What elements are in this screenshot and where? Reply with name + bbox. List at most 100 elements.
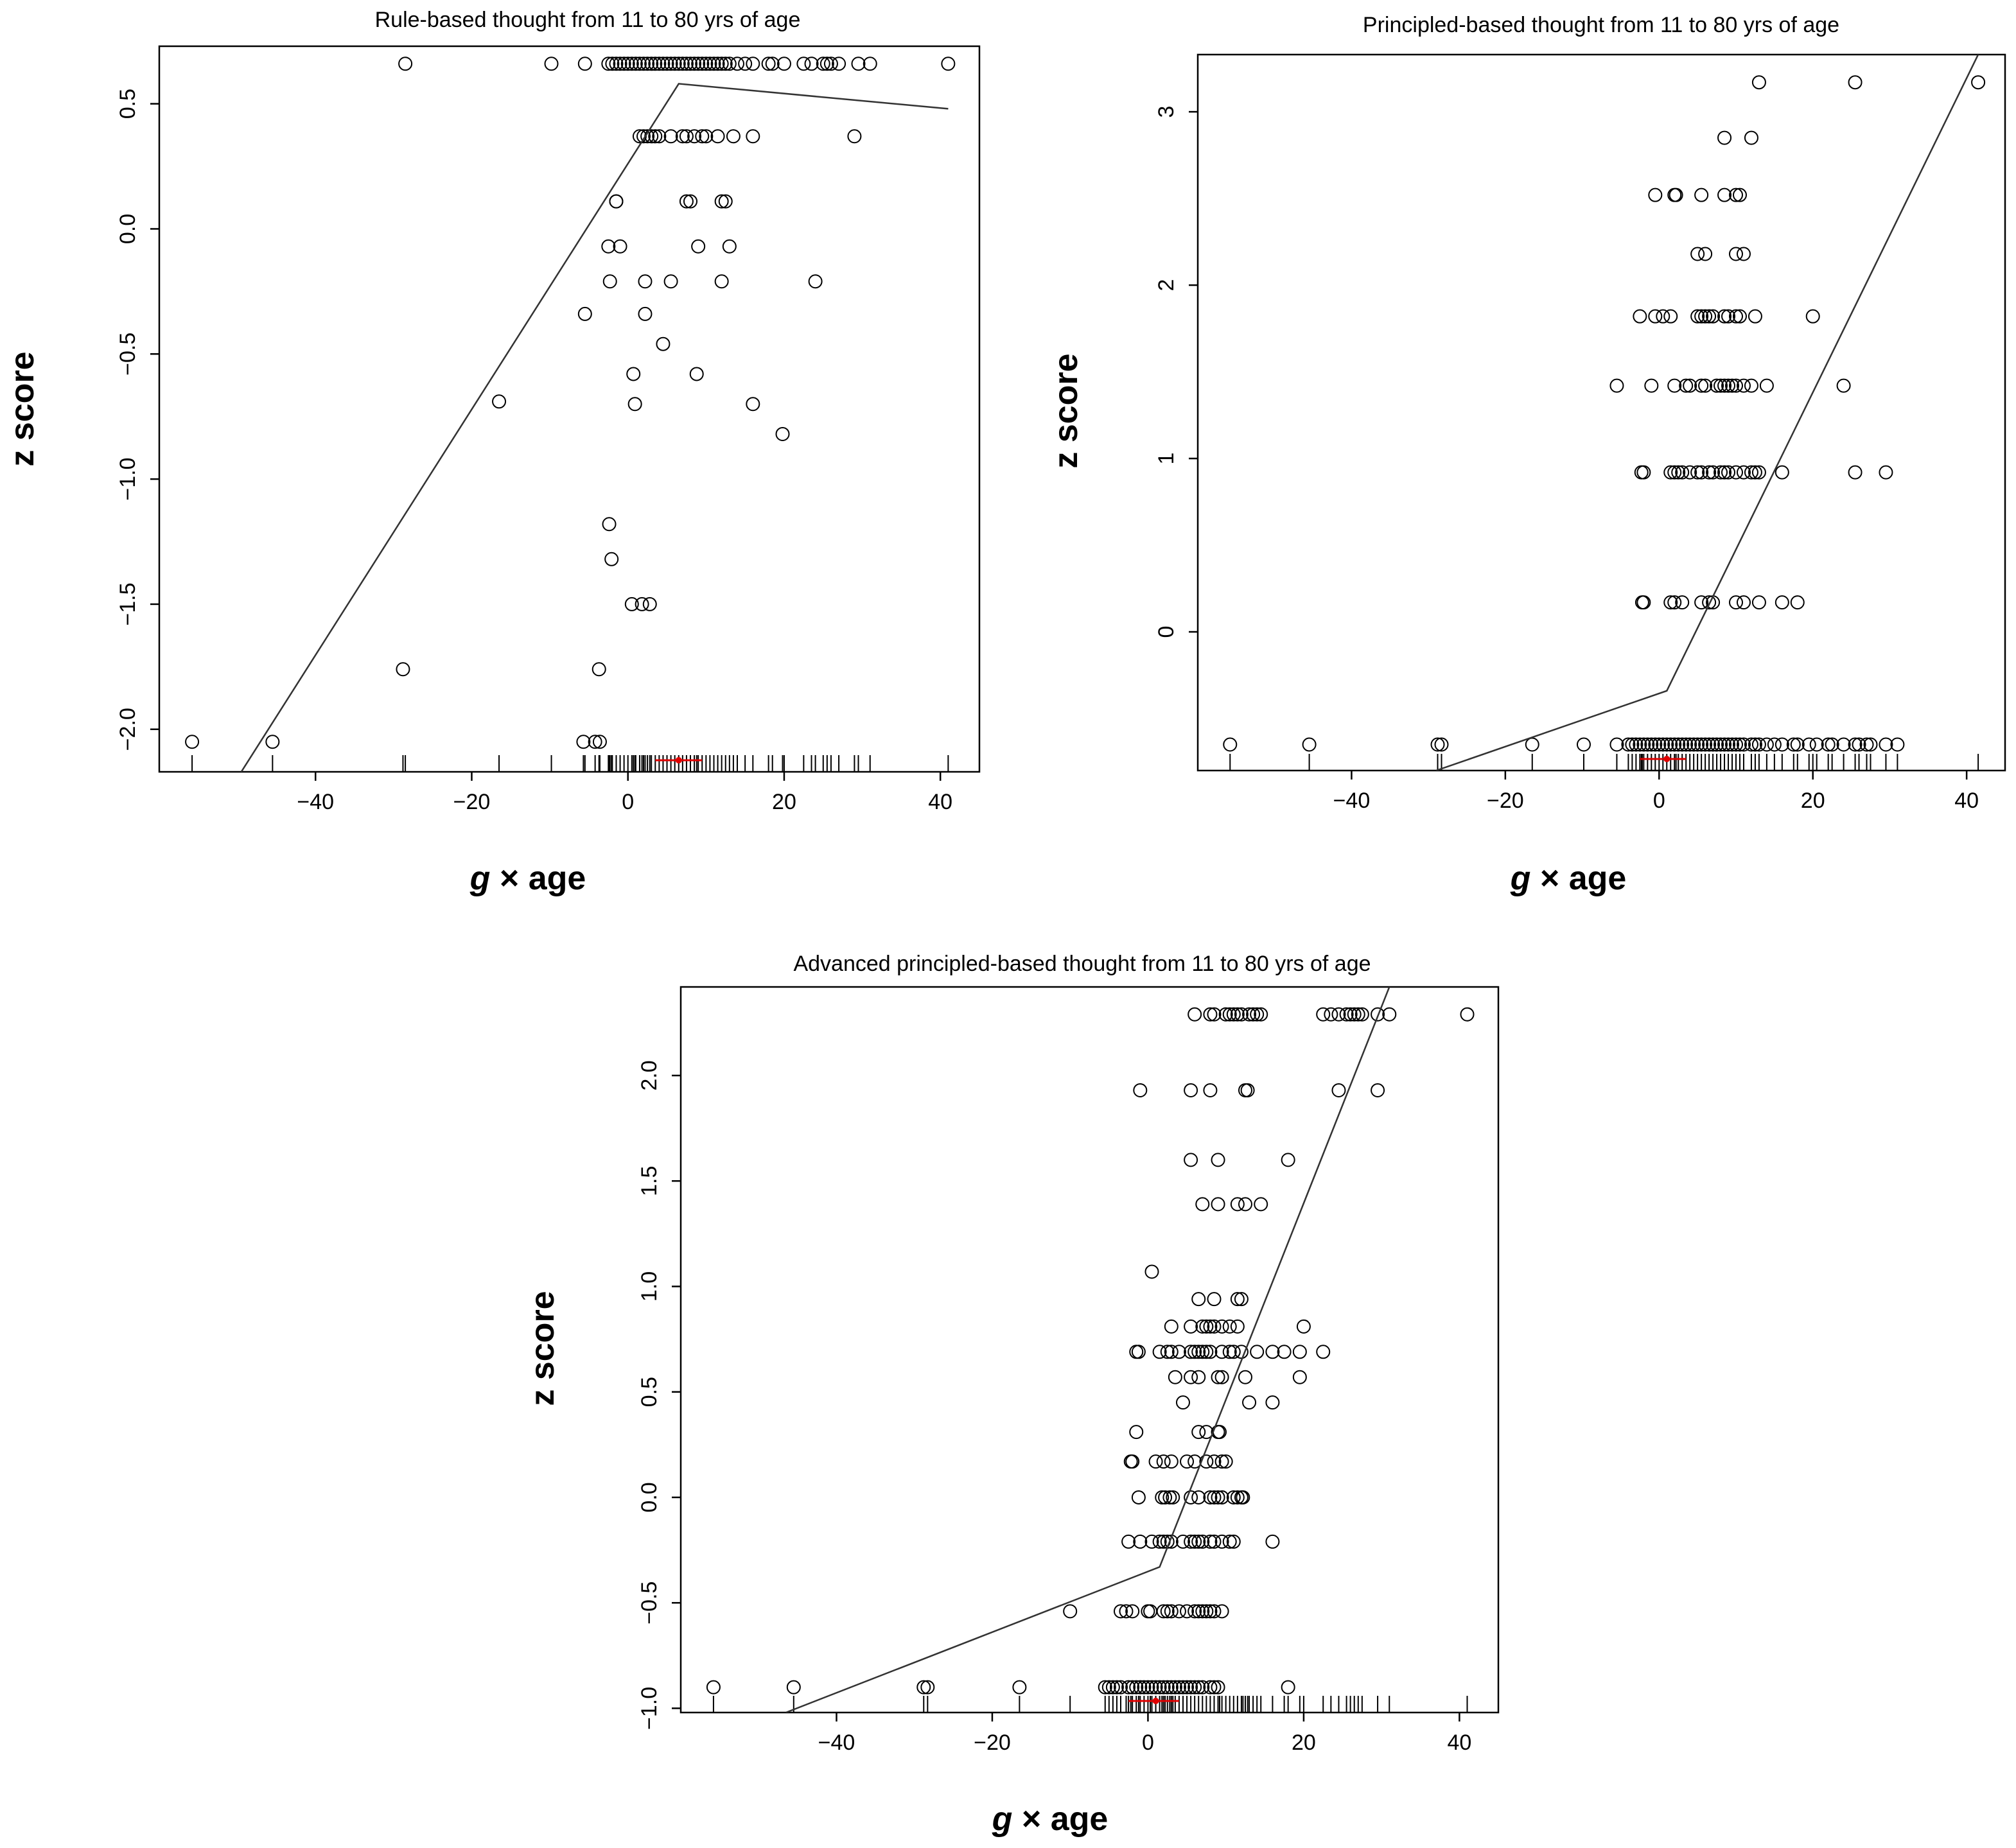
y-tick-label: 0.0 bbox=[116, 214, 140, 244]
data-point bbox=[1690, 309, 1705, 324]
x-axis-label: g × age bbox=[469, 860, 586, 897]
data-point bbox=[691, 57, 706, 71]
y-tick-label: 2.0 bbox=[637, 1060, 662, 1090]
data-point bbox=[1222, 1534, 1237, 1549]
data-point bbox=[1203, 1007, 1218, 1022]
data-point bbox=[1207, 1319, 1222, 1334]
y-tick-label: 1.5 bbox=[637, 1166, 662, 1196]
data-point bbox=[1156, 1454, 1171, 1469]
data-point bbox=[1663, 595, 1678, 610]
data-point bbox=[1751, 595, 1766, 610]
data-point bbox=[1240, 1083, 1255, 1097]
data-point bbox=[396, 662, 410, 677]
x-tick-label: 0 bbox=[1142, 1730, 1154, 1755]
data-point bbox=[1717, 187, 1732, 202]
data-point bbox=[1098, 1680, 1112, 1695]
data-point bbox=[1683, 465, 1697, 480]
data-point bbox=[1203, 1604, 1218, 1619]
data-point bbox=[1211, 1153, 1225, 1167]
data-point bbox=[1012, 1680, 1027, 1695]
data-point bbox=[1195, 1319, 1210, 1334]
data-point bbox=[1166, 1490, 1180, 1504]
breakpoint-marker bbox=[1663, 756, 1670, 762]
data-point bbox=[1144, 1264, 1159, 1279]
data-point bbox=[1732, 309, 1747, 324]
data-point bbox=[1207, 1680, 1222, 1695]
y-axis-label: z score bbox=[4, 351, 41, 466]
data-point bbox=[1214, 1534, 1229, 1549]
data-point bbox=[1801, 737, 1816, 752]
data-point bbox=[1736, 247, 1751, 261]
data-point bbox=[602, 274, 617, 289]
data-point bbox=[1736, 465, 1751, 480]
data-point bbox=[1660, 737, 1674, 752]
data-point bbox=[1576, 737, 1591, 752]
panel-title: Advanced principled-based thought from 1… bbox=[793, 952, 1371, 976]
data-point bbox=[1698, 737, 1713, 752]
data-point bbox=[1238, 1197, 1252, 1212]
data-point bbox=[1748, 309, 1762, 324]
data-point bbox=[1675, 595, 1690, 610]
data-point bbox=[1222, 1345, 1237, 1359]
data-point bbox=[1636, 465, 1651, 480]
data-point bbox=[1751, 465, 1766, 480]
data-point bbox=[1144, 1534, 1159, 1549]
data-point bbox=[1184, 1345, 1198, 1359]
data-point bbox=[1214, 1604, 1229, 1619]
data-point bbox=[1207, 1454, 1222, 1469]
data-point bbox=[656, 336, 671, 351]
data-point bbox=[1725, 737, 1740, 752]
data-point bbox=[1710, 737, 1724, 752]
x-axis-label-text: × age bbox=[490, 860, 586, 897]
data-point bbox=[1351, 1007, 1365, 1022]
x-axis-label: g × age bbox=[992, 1800, 1109, 1838]
panel-principled-based: Principled-based thought from 11 to 80 y… bbox=[1047, 13, 2006, 897]
data-point bbox=[626, 367, 641, 381]
y-tick-label: −0.5 bbox=[116, 333, 140, 376]
data-point bbox=[620, 57, 635, 71]
data-point bbox=[1717, 130, 1732, 145]
data-point bbox=[1683, 737, 1697, 752]
data-point bbox=[1113, 1604, 1128, 1619]
data-point bbox=[1694, 309, 1709, 324]
data-point bbox=[1621, 737, 1636, 752]
data-point bbox=[1195, 1680, 1210, 1695]
data-point bbox=[1199, 1454, 1214, 1469]
data-point bbox=[1775, 595, 1789, 610]
y-tick-label: 0.5 bbox=[637, 1377, 662, 1407]
data-point bbox=[1694, 378, 1709, 393]
data-point bbox=[1141, 1680, 1155, 1695]
data-point bbox=[1188, 1534, 1202, 1549]
data-point bbox=[1160, 1680, 1175, 1695]
data-point bbox=[1759, 737, 1774, 752]
data-point bbox=[1152, 1534, 1167, 1549]
data-point bbox=[786, 1680, 801, 1695]
data-point bbox=[1648, 187, 1663, 202]
data-point bbox=[1133, 1083, 1148, 1097]
data-point bbox=[1207, 1292, 1222, 1307]
data-point bbox=[1184, 1153, 1198, 1167]
data-point bbox=[1667, 595, 1682, 610]
data-point bbox=[1347, 1007, 1362, 1022]
data-point bbox=[1238, 1370, 1252, 1384]
data-point bbox=[738, 57, 753, 71]
x-axis-label-text: × age bbox=[1530, 860, 1626, 897]
data-point bbox=[1155, 1490, 1170, 1504]
data-point bbox=[1324, 1007, 1338, 1022]
data-point bbox=[1717, 378, 1732, 393]
y-axis-label: z score bbox=[1047, 353, 1085, 468]
data-point bbox=[1825, 737, 1839, 752]
data-point bbox=[640, 129, 655, 144]
data-point bbox=[1125, 1680, 1140, 1695]
data-point bbox=[1736, 595, 1751, 610]
data-point bbox=[722, 239, 737, 254]
x-tick-label: −20 bbox=[974, 1730, 1011, 1755]
data-point bbox=[1230, 1007, 1245, 1022]
x-tick-label: 40 bbox=[1447, 1730, 1471, 1755]
data-point bbox=[679, 194, 694, 209]
data-point bbox=[1790, 737, 1805, 752]
data-point bbox=[1199, 1604, 1214, 1619]
data-point bbox=[1214, 1319, 1229, 1334]
data-point bbox=[1636, 595, 1651, 610]
